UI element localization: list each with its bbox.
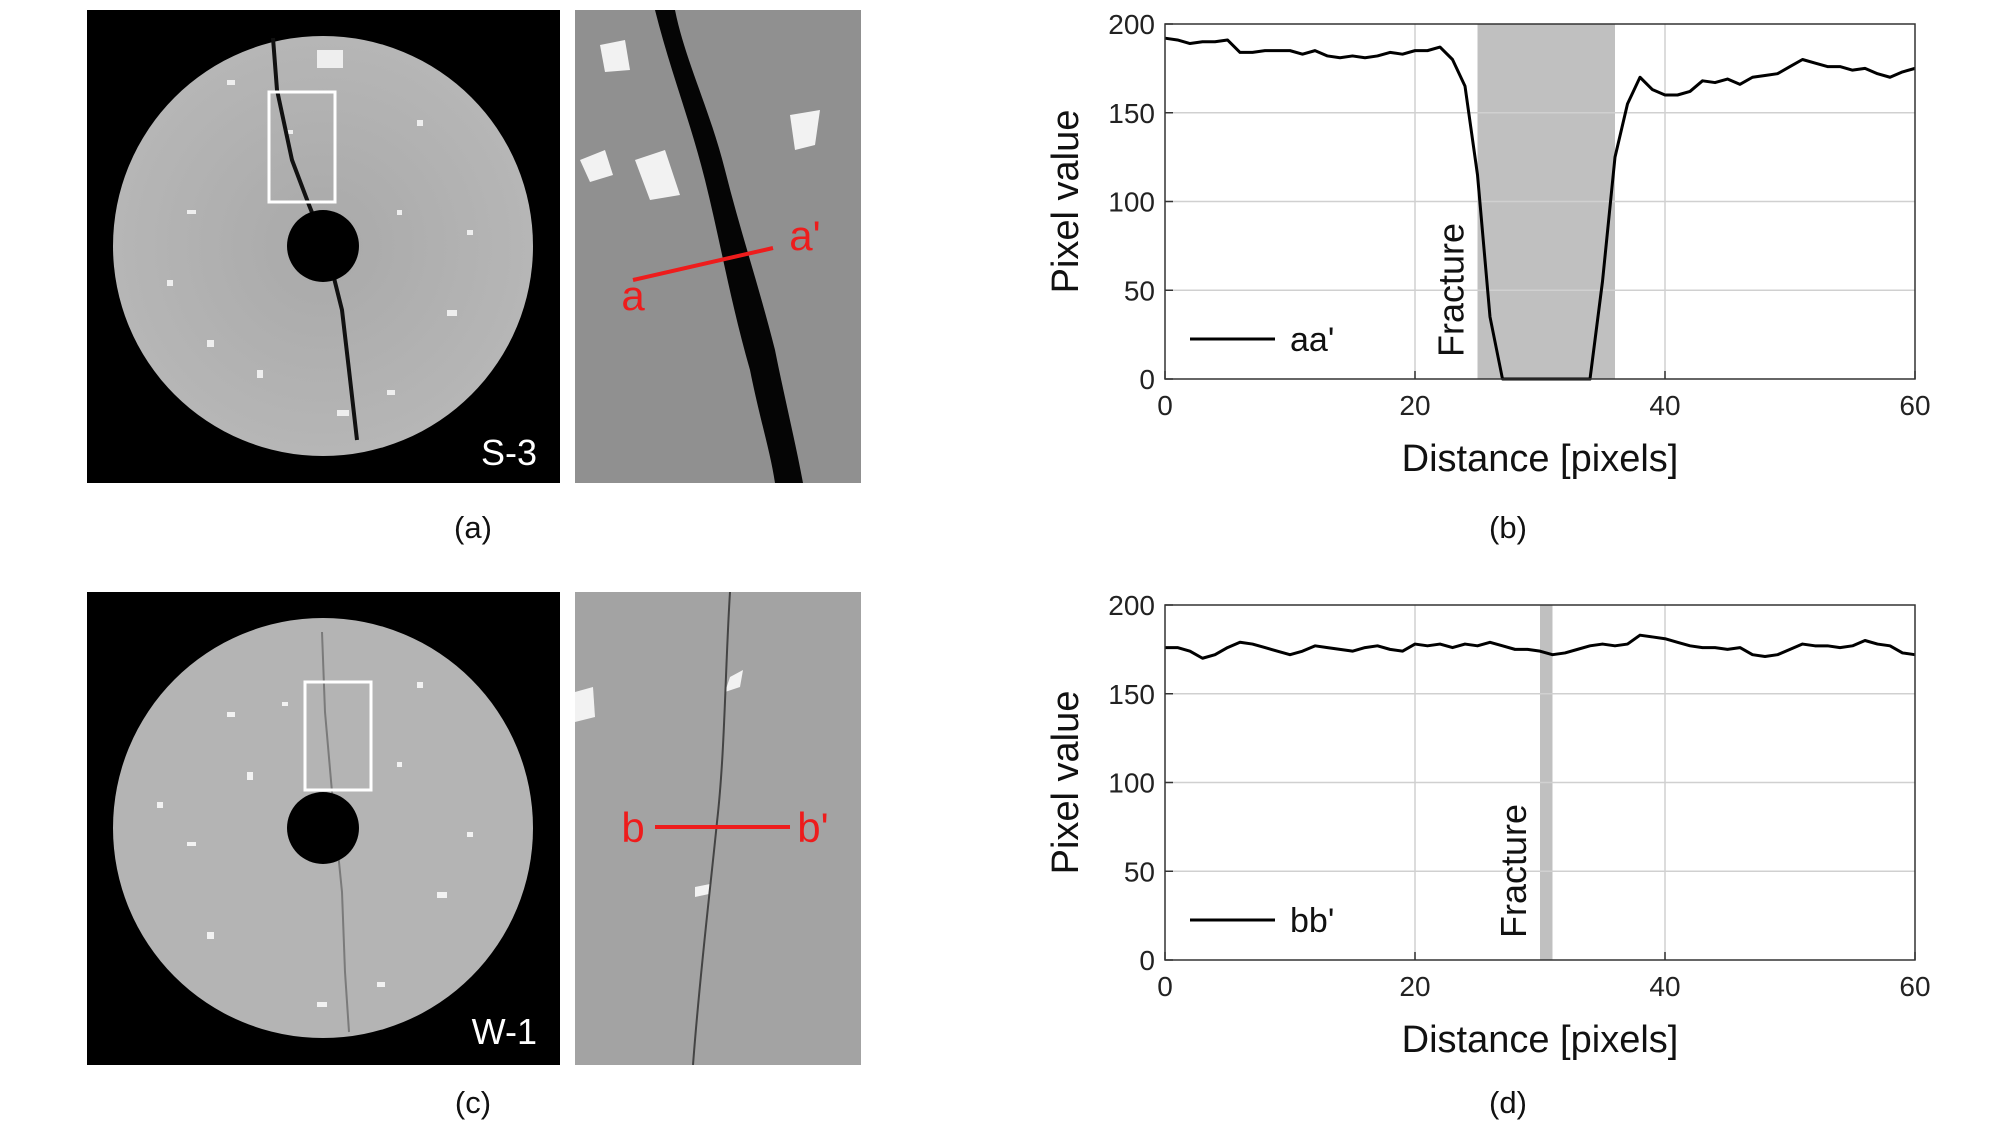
aggregate-speckles — [157, 682, 473, 1007]
y-tick-label: 100 — [1108, 187, 1155, 218]
panel-d: 0 20 40 60 0 50 100 150 200 Distance [pixels] Pixe… — [1030, 585, 2000, 1125]
x-tick-label: 20 — [1399, 390, 1430, 421]
legend-label: aa' — [1290, 321, 1334, 359]
fracture-zoomed — [692, 592, 731, 1065]
x-tick-label: 0 — [1157, 390, 1173, 421]
panel-caption-b: (b) — [1489, 510, 1527, 545]
ct-slice-image-w1: W-1 — [87, 592, 560, 1065]
panel-c: W-1 b b' (c) — [0, 585, 900, 1125]
ct-slice-image-s3: S-3 — [87, 10, 560, 483]
panel-caption-d: (d) — [1489, 1085, 1527, 1120]
y-tick-label: 200 — [1108, 590, 1155, 621]
zoom-region-box — [303, 680, 373, 792]
fracture-label: Fracture — [1431, 223, 1472, 357]
zoom-image-s3: a a' — [575, 10, 861, 483]
x-tick-label: 60 — [1899, 971, 1930, 1002]
y-tick-label: 200 — [1108, 9, 1155, 40]
aggregate-speckles — [580, 40, 820, 200]
aggregate-speckles — [167, 50, 473, 416]
y-tick-label: 50 — [1124, 275, 1155, 306]
fracture-label: Fracture — [1493, 804, 1534, 938]
profile-start-label: b — [621, 804, 644, 851]
y-tick-label: 50 — [1124, 856, 1155, 887]
center-hole — [287, 792, 359, 864]
panel-a: S-3 a a' (a) — [0, 0, 900, 560]
y-tick-label: 150 — [1108, 679, 1155, 710]
x-tick-label: 40 — [1649, 971, 1680, 1002]
profile-chart-bb: 0 20 40 60 0 50 100 150 200 Distance [pixels] Pixe… — [1045, 590, 1931, 1061]
panel-b: 0 20 40 60 0 50 100 150 200 Distance [pixels] Pixe… — [1030, 0, 2000, 560]
aggregate-speckles — [575, 670, 743, 897]
specimen-label: S-3 — [481, 432, 537, 473]
x-axis-label: Distance [pixels] — [1402, 1019, 1679, 1061]
fracture-zoomed — [655, 10, 803, 483]
y-axis-label: Pixel value — [1045, 110, 1087, 294]
profile-end-label: a' — [789, 212, 820, 259]
ct-slice-w1-graphic: W-1 — [113, 618, 537, 1052]
zoom-image-w1: b b' — [575, 592, 861, 1065]
center-hole — [287, 210, 359, 282]
y-tick-label: 0 — [1139, 945, 1155, 976]
zoom-s3-graphic: a a' — [575, 10, 861, 483]
profile-start-label: a — [621, 272, 645, 319]
profile-chart-aa: 0 20 40 60 0 50 100 150 200 Distance [pixels] Pixe… — [1045, 9, 1931, 480]
zoom-region-box — [267, 90, 337, 204]
x-tick-label: 20 — [1399, 971, 1430, 1002]
x-tick-label: 60 — [1899, 390, 1930, 421]
ct-slice-s3-graphic: S-3 — [113, 36, 537, 473]
y-tick-label: 100 — [1108, 768, 1155, 799]
zoom-w1-graphic: b b' — [575, 592, 861, 1065]
profile-end-label: b' — [797, 804, 828, 851]
legend-label: bb' — [1290, 902, 1334, 940]
x-tick-label: 0 — [1157, 971, 1173, 1002]
y-tick-label: 0 — [1139, 364, 1155, 395]
profile-line-aa — [632, 246, 774, 282]
y-axis-label: Pixel value — [1045, 691, 1087, 875]
y-tick-label: 150 — [1108, 98, 1155, 129]
panel-caption-c: (c) — [454, 1085, 492, 1120]
specimen-label: W-1 — [472, 1011, 537, 1052]
panel-caption-a: (a) — [454, 510, 492, 545]
x-tick-label: 40 — [1649, 390, 1680, 421]
x-axis-label: Distance [pixels] — [1402, 438, 1679, 480]
series-line — [1165, 633, 1916, 660]
